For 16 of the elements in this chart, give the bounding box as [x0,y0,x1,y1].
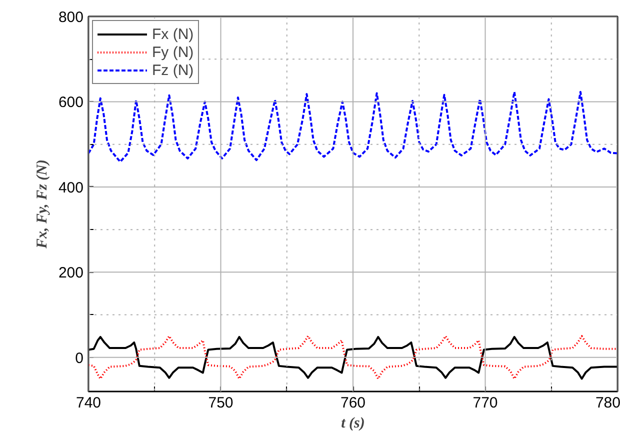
line-series [88,90,618,163]
y-axis-title: Fx, Fy, Fz (N) [34,159,50,250]
y-tick-label: 200 [58,264,84,282]
legend-label: Fx (N) [152,25,194,43]
y-tick-label: 600 [58,94,84,112]
legend-label: Fy (N) [152,43,194,61]
x-tick-label: 750 [208,394,234,412]
x-axis-title: t (s) [341,416,365,432]
x-tick-label: 760 [340,394,366,412]
y-tick-label: 400 [58,179,84,196]
x-tick-label: 780 [595,394,620,412]
y-tick-label: 0 [75,350,84,367]
y-tick-label: 800 [58,9,84,26]
x-tick-label: 740 [76,394,102,412]
legend-label: Fz (N) [152,61,194,79]
x-tick-label: 770 [472,394,498,412]
